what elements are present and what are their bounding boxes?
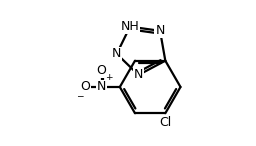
Text: −: −	[76, 92, 83, 101]
Text: N: N	[134, 68, 143, 81]
Text: O: O	[80, 80, 90, 93]
Text: Cl: Cl	[159, 116, 172, 129]
Text: O: O	[97, 64, 106, 77]
Text: N: N	[155, 24, 165, 37]
Text: N: N	[97, 80, 106, 93]
Text: +: +	[105, 73, 112, 82]
Text: NH: NH	[121, 20, 140, 33]
Text: N: N	[112, 47, 121, 60]
